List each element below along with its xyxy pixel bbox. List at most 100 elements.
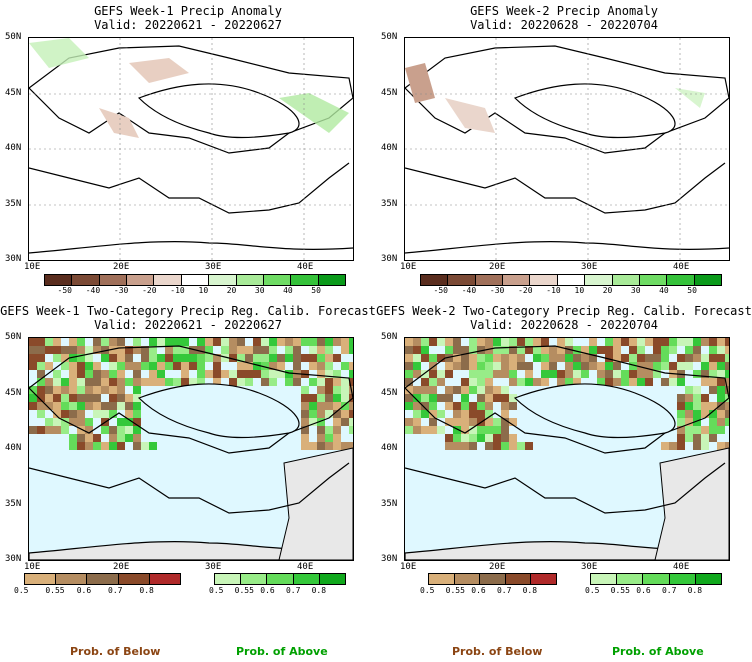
probability-cell: [149, 378, 157, 386]
probability-cell: [613, 378, 621, 386]
probability-cell: [693, 426, 701, 434]
probability-cell: [653, 362, 661, 370]
probability-cell: [309, 354, 317, 362]
probability-cell: [565, 338, 573, 346]
probability-cell: [437, 338, 445, 346]
probability-cell: [301, 386, 309, 394]
probability-cell: [301, 442, 309, 450]
colorbar-label: 10: [574, 286, 585, 295]
probability-cell: [645, 354, 653, 362]
probability-cell: [589, 362, 597, 370]
probability-cell: [133, 346, 141, 354]
colorbar-swatch: [56, 574, 88, 584]
probability-cell: [125, 426, 133, 434]
probability-cell: [581, 354, 589, 362]
probability-cell: [469, 338, 477, 346]
colorbar-swatch: [694, 275, 721, 285]
probability-cell: [501, 410, 509, 418]
lon-label: 10E: [24, 262, 41, 272]
probability-cell: [125, 434, 133, 442]
probability-cell: [189, 354, 197, 362]
probability-cell: [533, 378, 541, 386]
probability-cell: [413, 402, 421, 410]
probability-cell: [613, 354, 621, 362]
probability-cell: [317, 394, 325, 402]
probability-cell: [717, 354, 725, 362]
probability-cell: [93, 378, 101, 386]
probability-cell: [325, 338, 333, 346]
probability-cell: [165, 354, 173, 362]
probability-cell: [37, 410, 45, 418]
probability-cell: [477, 362, 485, 370]
probability-cell: [709, 370, 717, 378]
probability-cell: [69, 370, 77, 378]
probability-cell: [549, 346, 557, 354]
probability-cell: [333, 426, 341, 434]
probability-cell: [349, 426, 353, 434]
probability-cell: [493, 434, 501, 442]
lat-label: 40N: [381, 143, 398, 153]
probability-cell: [197, 370, 205, 378]
lat-label: 45N: [381, 388, 398, 398]
probability-cell: [717, 426, 725, 434]
probability-cell: [293, 346, 301, 354]
probability-cell: [117, 338, 125, 346]
probability-cell: [181, 370, 189, 378]
probability-cell: [501, 362, 509, 370]
probability-cell: [669, 338, 677, 346]
probability-cell: [293, 378, 301, 386]
panel-week1-anomaly: GEFS Week-1 Precip Anomaly Valid: 202206…: [0, 0, 376, 300]
colorbar-swatch: [241, 574, 268, 584]
probability-cell: [725, 410, 729, 418]
lat-label: 45N: [5, 88, 22, 98]
probability-cell: [253, 354, 261, 362]
probability-cell: [69, 338, 77, 346]
probability-cell: [437, 426, 445, 434]
probability-cell: [349, 362, 353, 370]
probability-cell: [133, 426, 141, 434]
anomaly-colorbar: [420, 274, 722, 286]
probability-cell: [93, 394, 101, 402]
probability-cell: [493, 338, 501, 346]
probability-cell: [701, 402, 709, 410]
probability-cell: [77, 386, 85, 394]
probability-cell: [77, 418, 85, 426]
probability-cell: [477, 402, 485, 410]
probability-cell: [333, 370, 341, 378]
probability-cell: [197, 378, 205, 386]
probability-cell: [237, 378, 245, 386]
lat-label: 35N: [381, 199, 398, 209]
above-colorbar: [590, 573, 722, 585]
probability-cell: [725, 394, 729, 402]
probability-cell: [405, 386, 413, 394]
lat-label: 45N: [5, 388, 22, 398]
probability-cell: [45, 338, 53, 346]
probability-cell: [69, 418, 77, 426]
probability-cell: [149, 370, 157, 378]
probability-cell: [685, 338, 693, 346]
probability-cell: [709, 354, 717, 362]
probability-cell: [205, 354, 213, 362]
probability-cell: [461, 418, 469, 426]
probability-cell: [701, 394, 709, 402]
probability-cell: [493, 354, 501, 362]
probability-cell: [253, 362, 261, 370]
probability-cell: [645, 378, 653, 386]
probability-cell: [405, 378, 413, 386]
colorbar-label: -40: [85, 286, 101, 295]
probability-cell: [117, 418, 125, 426]
probability-cell: [437, 370, 445, 378]
colorbar-swatch: [669, 574, 696, 584]
probability-cell: [413, 362, 421, 370]
probability-cell: [469, 442, 477, 450]
probability-cell: [437, 354, 445, 362]
probability-cell: [269, 338, 277, 346]
probability-cell: [477, 410, 485, 418]
probability-cell: [693, 410, 701, 418]
probability-cell: [725, 346, 729, 354]
probability-cell: [333, 434, 341, 442]
lon-label: 40E: [673, 262, 690, 272]
probability-cell: [109, 378, 117, 386]
colorbar-swatch: [181, 275, 210, 285]
panel-valid: Valid: 20220621 - 20220627: [94, 318, 282, 332]
